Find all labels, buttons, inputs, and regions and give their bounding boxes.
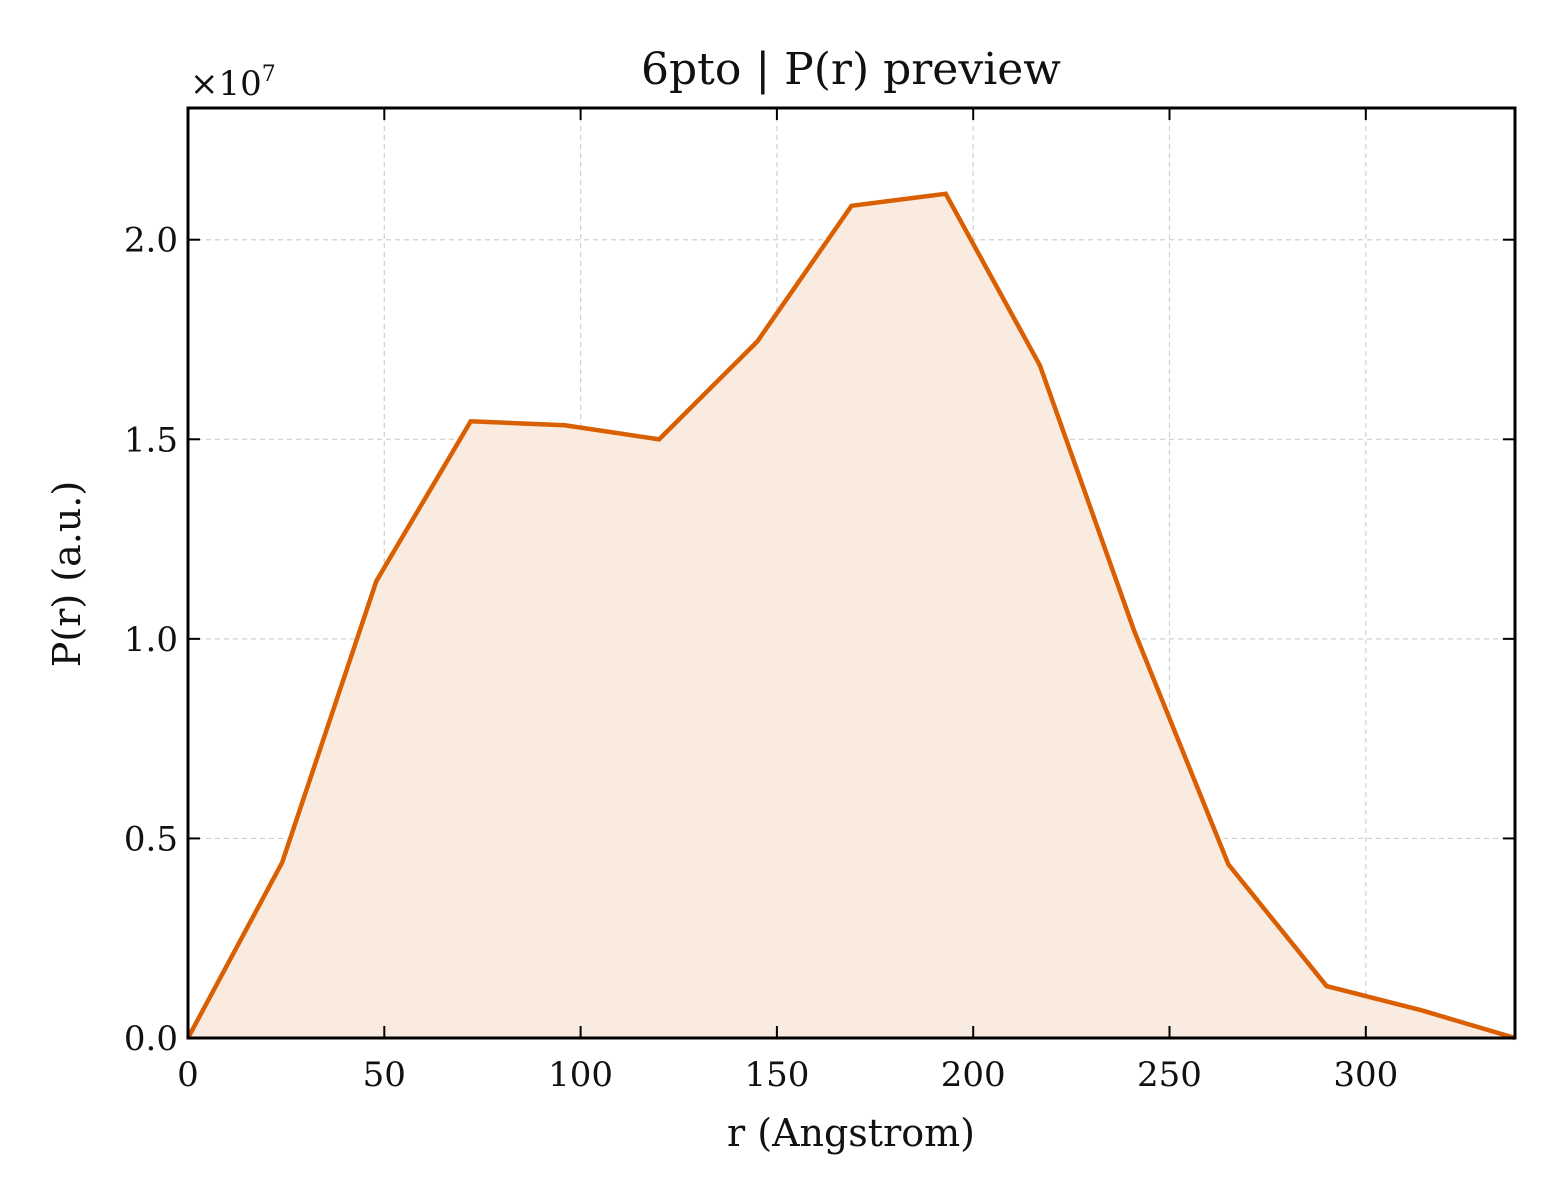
plot-frame — [186, 106, 1517, 1040]
x-tick-label: 0 — [177, 1055, 199, 1095]
x-tick-label: 250 — [1137, 1055, 1202, 1095]
y-axis-label: P(r) (a.u.) — [45, 481, 89, 667]
ticks: 0 50 100 150 200 250 300 0.0 0.5 1.0 1.5 2.0 — [124, 108, 1515, 1095]
x-tick-label: 100 — [548, 1055, 613, 1095]
y-multiplier-base: ×10 — [190, 64, 262, 104]
y-tick-label: 1.0 — [124, 620, 178, 660]
y-tick-label: 2.0 — [124, 221, 178, 261]
x-tick-label: 200 — [941, 1055, 1006, 1095]
y-tick-label: 1.5 — [124, 420, 178, 460]
pr-series-line — [186, 191, 1516, 1041]
y-multiplier-exponent: 7 — [262, 62, 276, 87]
pr-area-fill — [188, 193, 1515, 1039]
x-axis-label: r (Angstrom) — [727, 1111, 975, 1155]
x-tick-label: 50 — [363, 1055, 406, 1095]
x-tick-label: 150 — [744, 1055, 809, 1095]
chart-title: 6pto | P(r) preview — [641, 44, 1061, 95]
x-tick-label: 300 — [1333, 1055, 1398, 1095]
y-tick-label: 0.0 — [124, 1019, 178, 1059]
y-multiplier-label: ×107 — [190, 62, 276, 104]
y-tick-label: 0.5 — [124, 819, 178, 859]
